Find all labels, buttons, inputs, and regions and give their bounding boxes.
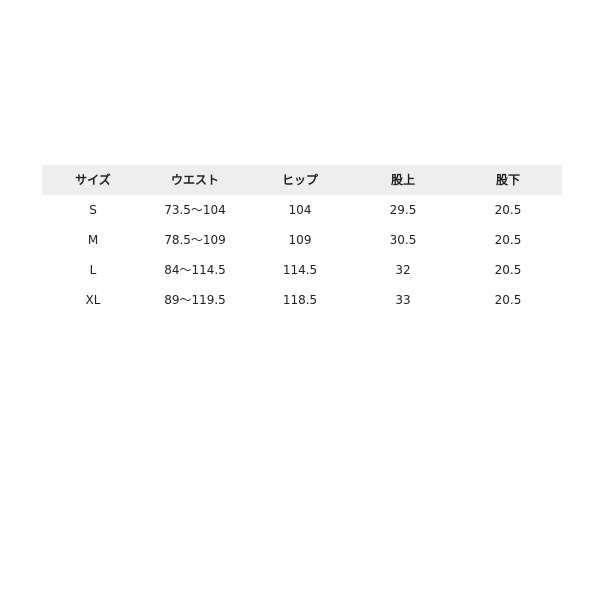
- cell: S: [89, 203, 97, 217]
- cell: 20.5: [494, 233, 522, 247]
- cell: 84～114.5: [164, 263, 226, 277]
- header-size: サイズ: [75, 173, 111, 187]
- cell: 109: [288, 233, 312, 247]
- cell: 89～119.5: [164, 293, 226, 307]
- table-header: サイズ ウエスト ヒップ 股上 股下: [42, 165, 562, 195]
- cell: 20.5: [494, 203, 522, 217]
- cell: 114.5: [282, 263, 318, 277]
- table-row: S 73.5～104 104 29.5 20.5: [42, 195, 562, 225]
- cell: 78.5～109: [164, 233, 226, 247]
- table-row: M 78.5～109 109 30.5 20.5: [42, 225, 562, 255]
- cell: 104: [288, 203, 312, 217]
- header-inseam: 股下: [495, 173, 520, 187]
- header-rise: 股上: [390, 173, 415, 187]
- table-row: L 84～114.5 114.5 32 20.5: [42, 255, 562, 285]
- header-waist: ウエスト: [170, 173, 219, 187]
- cell: XL: [85, 293, 101, 307]
- table-row: XL 89～119.5 118.5 33 20.5: [42, 285, 562, 315]
- cell: 33: [395, 293, 411, 307]
- size-table: サイズ ウエスト ヒップ 股上 股下 S 73.5～104 104 29.5 2…: [42, 165, 562, 315]
- cell: L: [89, 263, 97, 277]
- cell: 73.5～104: [164, 203, 226, 217]
- header-hip: ヒップ: [281, 173, 318, 187]
- cell: 20.5: [494, 263, 522, 277]
- cell: 32: [395, 263, 411, 277]
- cell: 118.5: [282, 293, 318, 307]
- cell: 20.5: [494, 293, 522, 307]
- cell: 30.5: [389, 233, 417, 247]
- cell: M: [87, 233, 99, 247]
- cell: 29.5: [389, 203, 417, 217]
